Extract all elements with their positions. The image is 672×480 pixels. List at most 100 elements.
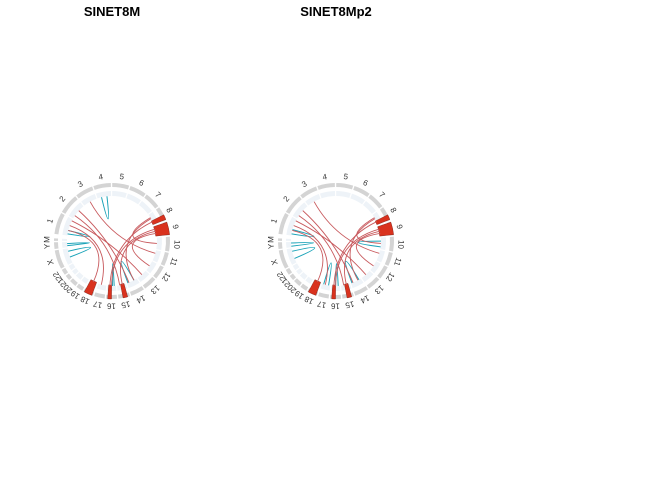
inter-link-11-3 xyxy=(89,201,156,254)
chromosome-label: 12 xyxy=(160,271,173,284)
inner-track-22 xyxy=(68,263,76,271)
chromosome-label: 18 xyxy=(79,294,91,306)
inner-track-3 xyxy=(81,194,97,206)
chromosome-ideogram-X xyxy=(54,249,65,269)
inner-track-2 xyxy=(68,202,84,219)
chromosome-label: Y xyxy=(42,243,51,250)
inner-track-5 xyxy=(112,191,127,199)
highlight-region-8 xyxy=(374,214,391,225)
inner-track-10 xyxy=(380,237,386,251)
inner-track-2 xyxy=(292,202,308,219)
highlight-region-18 xyxy=(84,279,97,296)
chromosome-ideogram-6 xyxy=(353,186,370,197)
circos-panel-sinet8m: SINET8M 1 2 3 4 5 6 7 8 9 10 11 12 13 14 15 16 17 18 19 20 2… xyxy=(2,0,222,480)
chromosome-ideogram-13 xyxy=(366,276,380,289)
chromosome-ideogram-19 xyxy=(76,283,85,291)
chromosome-label: 11 xyxy=(392,256,403,267)
intra-link-4 xyxy=(101,196,110,220)
intra-link-10 xyxy=(357,240,382,248)
inner-track-Y xyxy=(286,241,292,248)
inner-track-14 xyxy=(350,278,364,289)
inter-link-15-9 xyxy=(343,230,381,285)
inner-track-11 xyxy=(376,250,385,263)
inner-track-17 xyxy=(320,283,331,291)
chromosome-ideogram-13 xyxy=(142,276,156,289)
chromosome-ideogram-1 xyxy=(278,213,289,235)
inter-link-12-9 xyxy=(355,232,381,267)
inner-track-12 xyxy=(370,261,381,274)
chromosome-label: 6 xyxy=(137,178,146,188)
chromosome-label: 6 xyxy=(361,178,370,188)
inner-track-6 xyxy=(126,193,141,205)
inner-track-4 xyxy=(95,191,112,199)
inner-track-7 xyxy=(362,200,376,214)
chromosome-label: 16 xyxy=(330,301,340,310)
chromosome-label: X xyxy=(45,257,55,266)
intra-link-17 xyxy=(323,262,332,286)
chromosome-label: 11 xyxy=(168,256,179,267)
chromosome-ideogram-10 xyxy=(165,236,171,252)
chromosome-ideogram-12 xyxy=(377,265,388,279)
chart-title: SINET8Mp2 xyxy=(300,4,372,19)
inter-link-13-1 xyxy=(295,220,367,275)
inter-link-14-8 xyxy=(125,218,152,281)
inter-link-18-1 xyxy=(68,230,100,283)
inner-track-21 xyxy=(72,268,79,275)
chromosome-ideogram-Y xyxy=(278,242,283,250)
chromosome-ideogram-11 xyxy=(160,252,169,266)
chromosome-ideogram-7 xyxy=(368,194,383,209)
inner-track-19 xyxy=(305,276,313,284)
chromosome-ideogram-4 xyxy=(317,183,335,190)
chromosome-label: 12 xyxy=(384,271,397,284)
chromosome-label: 9 xyxy=(395,224,405,231)
chromosome-label: 5 xyxy=(119,172,125,182)
chromosome-ideogram-3 xyxy=(300,186,318,199)
inter-link-12-9 xyxy=(131,232,157,267)
chromosome-ideogram-11 xyxy=(384,252,393,266)
inner-track-14 xyxy=(126,278,140,289)
chromosome-ideogram-7 xyxy=(144,194,159,209)
inner-track-22 xyxy=(292,263,300,271)
inner-track-6 xyxy=(350,193,365,205)
chromosome-label: 8 xyxy=(164,206,174,215)
chromosome-label: 4 xyxy=(322,172,328,182)
chromosome-label: 5 xyxy=(343,172,349,182)
inner-track-11 xyxy=(152,250,161,263)
chromosome-label: 14 xyxy=(358,293,370,305)
inner-track-X xyxy=(286,248,297,265)
inner-track-19 xyxy=(81,276,89,284)
chromosome-label: 16 xyxy=(106,301,116,310)
chromosome-label: 13 xyxy=(372,283,385,296)
chromosome-ideogram-6 xyxy=(129,186,146,197)
chromosome-ideogram-5 xyxy=(336,183,354,190)
chromosome-ideogram-19 xyxy=(300,283,309,291)
inner-track-13 xyxy=(137,270,150,283)
inner-track-5 xyxy=(336,191,351,199)
chromosome-label: 2 xyxy=(58,194,68,204)
inner-track-1 xyxy=(62,216,73,236)
chromosome-label: 1 xyxy=(269,217,279,225)
inner-track-4 xyxy=(319,191,336,199)
inner-track-M xyxy=(286,238,292,241)
chromosome-ideogram-X xyxy=(278,249,289,269)
inter-link-16-9 xyxy=(111,228,156,287)
intra-link-1 xyxy=(291,229,315,238)
chromosome-ideogram-4 xyxy=(93,183,111,190)
intra-link-Y xyxy=(67,242,91,247)
chromosome-ideogram-10 xyxy=(389,236,394,252)
inter-link-15-9 xyxy=(119,230,157,285)
chromosome-ideogram-17 xyxy=(94,292,106,299)
inter-link-17-1 xyxy=(69,225,104,285)
intra-link-Y xyxy=(291,241,315,247)
highlight-region-9 xyxy=(153,221,170,237)
inter-link-16-8 xyxy=(333,221,377,286)
chromosome-label: X xyxy=(269,257,279,266)
chromosome-ideogram-20 xyxy=(294,278,302,286)
inner-track-12 xyxy=(146,261,157,274)
chromosome-ideogram-1 xyxy=(54,213,65,235)
chromosome-label: M xyxy=(42,236,51,243)
inter-link-18-1 xyxy=(292,230,324,283)
chromosome-label: 3 xyxy=(300,179,309,189)
chromosome-label: 17 xyxy=(316,299,327,310)
